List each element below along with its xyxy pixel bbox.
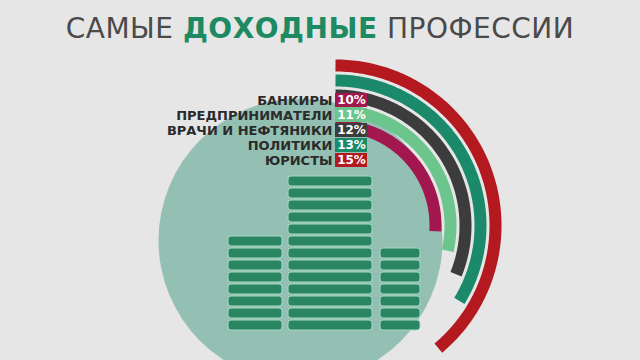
svg-text:БАНКИРЫ: БАНКИРЫ: [257, 93, 332, 108]
svg-text:ВРАЧИ И НЕФТЯНИКИ: ВРАЧИ И НЕФТЯНИКИ: [167, 123, 333, 138]
svg-text:12%: 12%: [337, 123, 366, 137]
svg-text:ЮРИСТЫ: ЮРИСТЫ: [265, 153, 333, 168]
svg-text:ПОЛИТИКИ: ПОЛИТИКИ: [248, 138, 333, 153]
html-text:САМЫЕ ДОХОДНЫЕ ПРОФЕССИИ: САМЫЕ ДОХОДНЫЕ ПРОФЕССИИ: [65, 12, 575, 45]
svg-text:15%: 15%: [337, 153, 366, 167]
svg-text:11%: 11%: [337, 108, 366, 122]
svg-text:10%: 10%: [337, 93, 366, 107]
svg-text:13%: 13%: [337, 138, 366, 152]
svg-text:ПРЕДПРИНИМАТЕЛИ: ПРЕДПРИНИМАТЕЛИ: [176, 108, 332, 123]
